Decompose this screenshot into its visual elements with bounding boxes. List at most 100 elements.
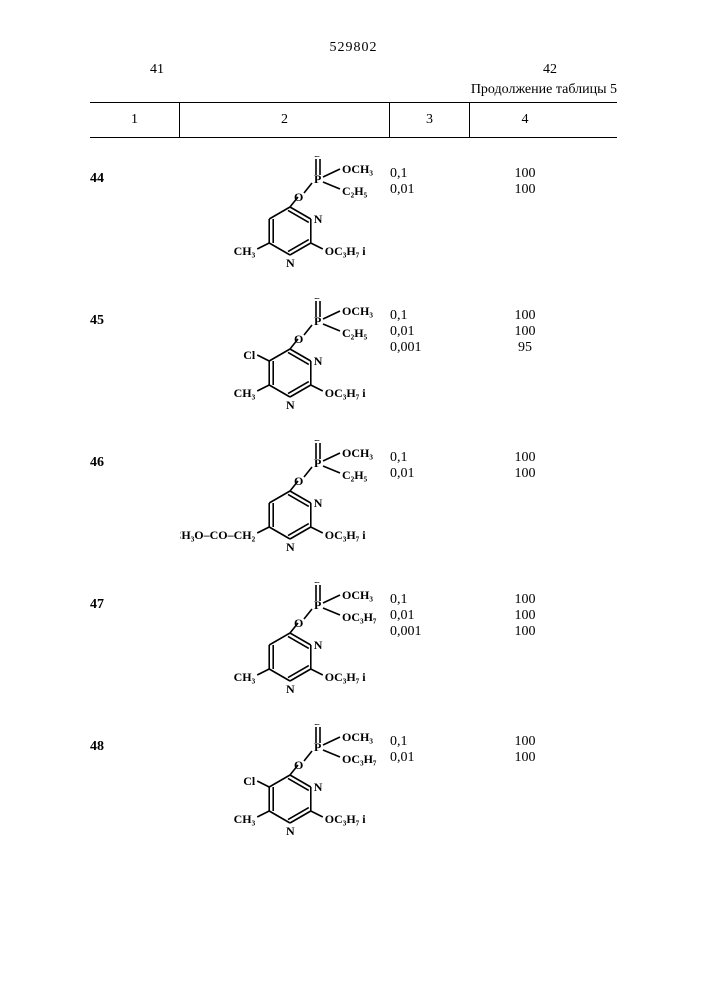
chemical-structure: NNOPSOCH₃C₂H₅OC₃H₇ iCH₃Cl (180, 298, 380, 428)
svg-text:S: S (314, 724, 321, 728)
value-col4: 100 (470, 182, 580, 198)
svg-text:P: P (314, 314, 321, 328)
data-line: 0,1100 (390, 734, 590, 750)
value-col3: 0,1 (390, 308, 470, 324)
table-row: 44NNOPSOCH₃C₂H₅OC₃H₇ iCH₃0,11000,01100 (90, 156, 617, 286)
svg-text:OC₃H₇ i: OC₃H₇ i (325, 244, 367, 258)
table-body: 44NNOPSOCH₃C₂H₅OC₃H₇ iCH₃0,11000,0110045… (90, 156, 617, 854)
table-row: 48NNOPSOCH₃OC₃H₇OC₃H₇ iCH₃Cl0,11000,0110… (90, 724, 617, 854)
svg-text:N: N (286, 824, 295, 838)
svg-text:N: N (314, 496, 323, 510)
svg-text:OC₃H₇ i: OC₃H₇ i (325, 670, 367, 684)
svg-text:P: P (314, 598, 321, 612)
data-line: 0,01100 (390, 324, 590, 340)
svg-text:OCH₃: OCH₃ (342, 588, 373, 602)
value-col3: 0,1 (390, 166, 470, 182)
value-col4: 100 (470, 324, 580, 340)
svg-text:C₂H₅: C₂H₅ (342, 468, 368, 482)
svg-text:N: N (314, 780, 323, 794)
value-col3: 0,01 (390, 324, 470, 340)
value-col4: 100 (470, 734, 580, 750)
value-col3: 0,01 (390, 182, 470, 198)
svg-text:C₂H₅: C₂H₅ (342, 326, 368, 340)
svg-text:C₂H₅: C₂H₅ (342, 184, 368, 198)
col-header-1: 1 (90, 103, 180, 137)
data-line: 0,001100 (390, 624, 590, 640)
svg-text:P: P (314, 740, 321, 754)
page-left: 41 (150, 62, 164, 78)
table-header-row: 1 2 3 4 (90, 102, 617, 138)
col-header-2: 2 (180, 103, 390, 137)
svg-text:Cl: Cl (243, 348, 256, 362)
value-col3: 0,1 (390, 592, 470, 608)
svg-text:N: N (286, 540, 295, 554)
data-line: 0,01100 (390, 750, 590, 766)
data-values: 0,11000,01100 (390, 724, 590, 766)
data-values: 0,11000,011000,001100 (390, 582, 590, 640)
chemical-structure: NNOPSOCH₃C₂H₅OC₃H₇ iCH₃ (180, 156, 380, 286)
svg-text:N: N (314, 354, 323, 368)
structure-cell: NNOPSOCH₃C₂H₅OC₃H₇ iCH₃O–CO–CH₂ (180, 440, 390, 570)
data-line: 0,1100 (390, 592, 590, 608)
svg-text:N: N (314, 212, 323, 226)
value-col4: 95 (470, 340, 580, 356)
svg-text:OC₃H₇ i: OC₃H₇ i (325, 386, 367, 400)
chemical-structure: NNOPSOCH₃C₂H₅OC₃H₇ iCH₃O–CO–CH₂ (180, 440, 380, 570)
svg-text:N: N (286, 682, 295, 696)
compound-number: 48 (90, 724, 180, 755)
svg-text:OC₃H₇ i: OC₃H₇ i (325, 528, 367, 542)
col-header-4: 4 (470, 103, 580, 137)
chemical-structure: NNOPSOCH₃OC₃H₇OC₃H₇ iCH₃ (180, 582, 380, 712)
svg-text:CH₃: CH₃ (234, 670, 256, 684)
svg-text:CH₃: CH₃ (234, 244, 256, 258)
svg-text:OCH₃: OCH₃ (342, 446, 373, 460)
value-col3: 0,01 (390, 466, 470, 482)
structure-cell: NNOPSOCH₃OC₃H₇OC₃H₇ iCH₃ (180, 582, 390, 712)
table-continuation: Продолжение таблицы 5 (90, 82, 617, 98)
table-row: 46NNOPSOCH₃C₂H₅OC₃H₇ iCH₃O–CO–CH₂0,11000… (90, 440, 617, 570)
data-line: 0,1100 (390, 450, 590, 466)
svg-text:O: O (294, 190, 303, 204)
table-row: 45NNOPSOCH₃C₂H₅OC₃H₇ iCH₃Cl0,11000,01100… (90, 298, 617, 428)
value-col3: 0,01 (390, 750, 470, 766)
compound-number: 45 (90, 298, 180, 329)
value-col4: 100 (470, 466, 580, 482)
structure-cell: NNOPSOCH₃C₂H₅OC₃H₇ iCH₃ (180, 156, 390, 286)
svg-text:CH₃O–CO–CH₂: CH₃O–CO–CH₂ (180, 528, 256, 542)
svg-text:O: O (294, 332, 303, 346)
table-row: 47NNOPSOCH₃OC₃H₇OC₃H₇ iCH₃0,11000,011000… (90, 582, 617, 712)
svg-text:CH₃: CH₃ (234, 812, 256, 826)
value-col3: 0,1 (390, 450, 470, 466)
svg-text:OCH₃: OCH₃ (342, 730, 373, 744)
svg-text:P: P (314, 172, 321, 186)
data-line: 0,1100 (390, 166, 590, 182)
data-values: 0,11000,011000,00195 (390, 298, 590, 356)
svg-text:OC₃H₇ i: OC₃H₇ i (325, 812, 367, 826)
data-values: 0,11000,01100 (390, 440, 590, 482)
svg-text:S: S (314, 156, 321, 160)
col-header-3: 3 (390, 103, 470, 137)
structure-cell: NNOPSOCH₃C₂H₅OC₃H₇ iCH₃Cl (180, 298, 390, 428)
compound-number: 47 (90, 582, 180, 613)
value-col4: 100 (470, 308, 580, 324)
data-line: 0,1100 (390, 308, 590, 324)
page-number-row: 41 42 (90, 62, 617, 78)
page-right: 42 (543, 62, 557, 78)
data-line: 0,01100 (390, 608, 590, 624)
svg-text:OC₃H₇: OC₃H₇ (342, 752, 377, 766)
patent-number: 529802 (90, 40, 617, 56)
data-line: 0,01100 (390, 182, 590, 198)
svg-text:O: O (294, 758, 303, 772)
value-col3: 0,001 (390, 624, 470, 640)
svg-text:Cl: Cl (243, 774, 256, 788)
svg-text:S: S (314, 298, 321, 302)
value-col4: 100 (470, 592, 580, 608)
svg-text:N: N (286, 398, 295, 412)
svg-text:P: P (314, 456, 321, 470)
value-col4: 100 (470, 608, 580, 624)
value-col3: 0,001 (390, 340, 470, 356)
chemical-structure: NNOPSOCH₃OC₃H₇OC₃H₇ iCH₃Cl (180, 724, 380, 854)
value-col4: 100 (470, 624, 580, 640)
value-col4: 100 (470, 450, 580, 466)
svg-text:OC₃H₇: OC₃H₇ (342, 610, 377, 624)
